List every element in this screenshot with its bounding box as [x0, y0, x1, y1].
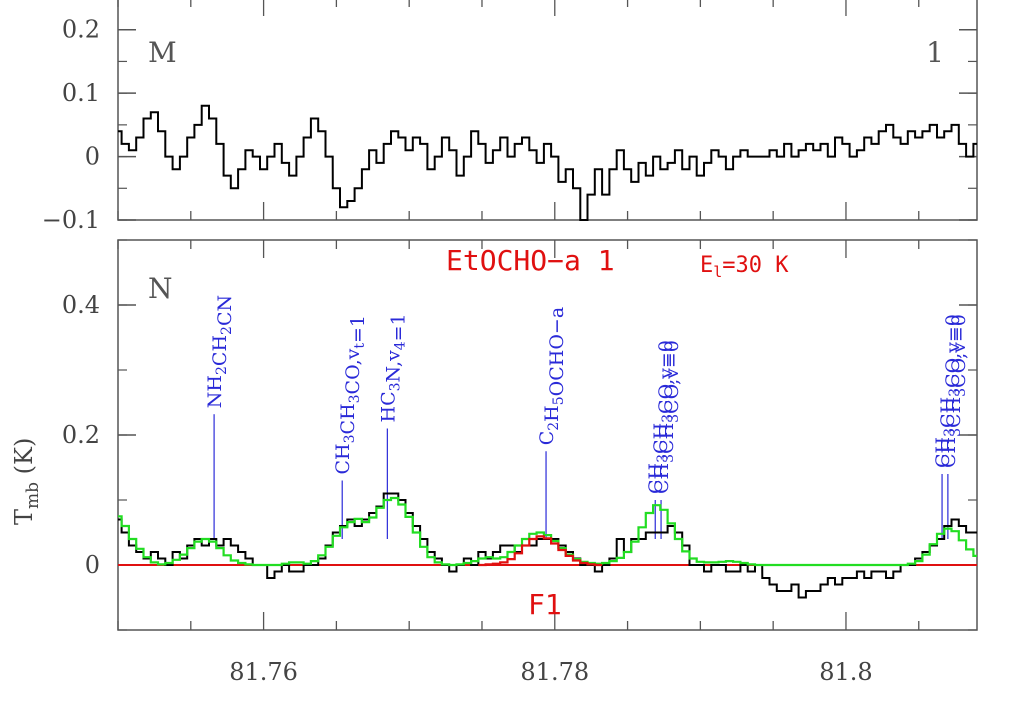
- line-marker-label: CH3CH3CO,v=0: [938, 314, 970, 468]
- y-tick-label: 0.2: [62, 421, 100, 449]
- residual-series-line: [118, 104, 977, 221]
- species-title: EtOCHO−a 1: [446, 244, 615, 277]
- y-tick-label: 0.1: [62, 79, 100, 107]
- line-marker-label: HC3N,v4=1: [377, 313, 409, 422]
- residual-panel-number: 1: [926, 36, 944, 69]
- x-tick-label: 81.78: [520, 658, 589, 686]
- x-tick-label: 81.76: [229, 658, 298, 686]
- y-tick-label: 0.4: [62, 291, 100, 319]
- x-tick-label: 81.8: [819, 658, 872, 686]
- line-marker-label: CH3CH3CO,vt=1: [332, 315, 369, 475]
- total-model-line: [118, 496, 977, 567]
- y-tick-label: −0.1: [42, 206, 100, 234]
- y-tick-label: 0.2: [62, 16, 100, 44]
- energy-label: El=30 K: [700, 253, 789, 281]
- y-tick-label: 0: [85, 143, 100, 171]
- spectrum-panel-ticks: 0 0.2 0.4 81.76 81.78 81.8: [62, 239, 977, 686]
- spectrum-panel: 0 0.2 0.4 81.76 81.78 81.8 NH2CH2CN CH3CH3CO,v…: [10, 239, 978, 686]
- species-model-line: [478, 535, 603, 567]
- spectrum-panel-label: N: [148, 272, 173, 305]
- fit-label: F1: [528, 588, 562, 621]
- line-marker-label: CH3CH3CO,v=0: [645, 340, 677, 494]
- observed-spectrum-line: [118, 492, 977, 599]
- line-marker-label: C2H5OCHO−a: [536, 307, 568, 445]
- line-marker-label: NH2CH2CN: [204, 295, 236, 408]
- residual-panel-ticks: −0.1 0 0.1 0.2: [42, 0, 977, 234]
- y-axis-label: Tmb (K): [10, 438, 43, 525]
- y-tick-label: 0: [85, 551, 100, 579]
- residual-panel-frame: [117, 0, 978, 221]
- line-marker-label: CH3CH3CO,v=0: [932, 314, 964, 468]
- residual-panel: −0.1 0 0.1 0.2 M 1: [42, 0, 978, 234]
- line-marker-label: CH3CH3CO,v=0: [651, 340, 683, 494]
- residual-panel-label: M: [148, 36, 177, 69]
